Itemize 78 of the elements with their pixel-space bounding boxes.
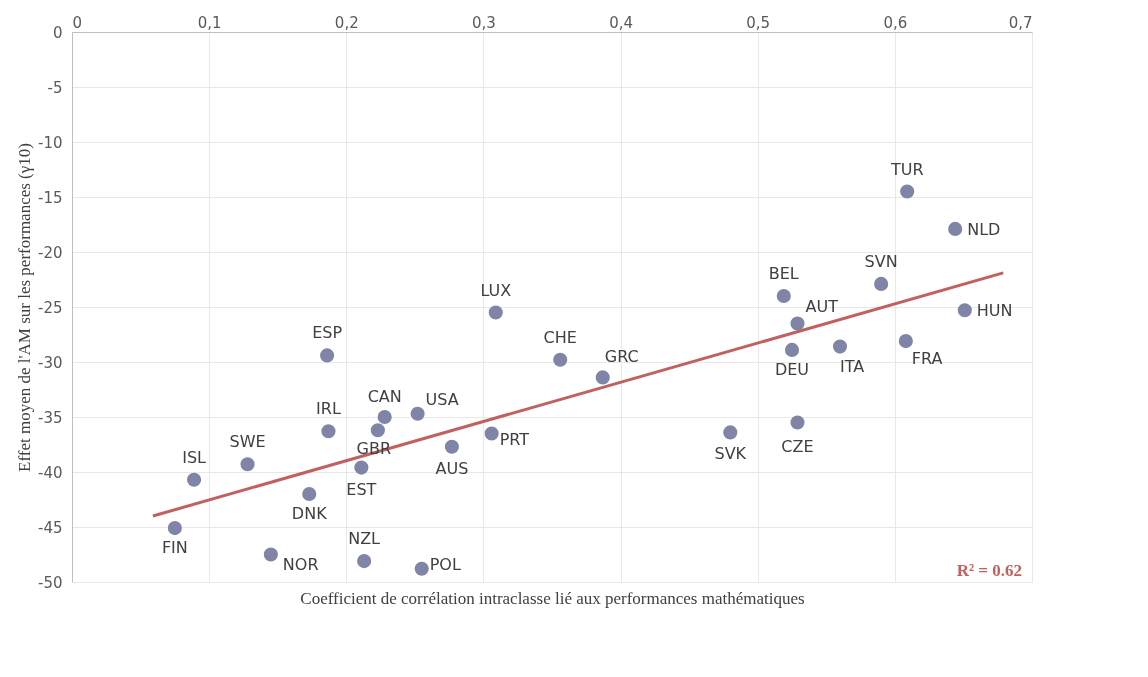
point [444,439,459,454]
y-tick-label: -5 [47,78,63,97]
annotation: BEL [768,264,799,283]
y-tick-label: -35 [38,408,63,427]
annotation: HUN [976,301,1013,321]
annotation: LUX [480,280,512,300]
x-tick-label: 0,3 [472,13,496,32]
point [898,334,913,349]
point [414,561,429,576]
x-tick-label: 0,2 [334,13,359,32]
annotation: CZE [781,436,814,456]
annotation: CAN [367,387,402,406]
y-tick-label: -50 [38,573,63,592]
point [370,423,385,438]
x-tick-label: 0,7 [1008,13,1033,32]
y-tick-label: -40 [38,463,63,482]
annotation: AUS [435,458,469,478]
annotation: AUT [805,296,839,316]
x-axis-title: Coefficient de corrélation intraclasse lié aux performances mathématiques [300,588,805,608]
point [357,554,372,569]
y-tick-label: -25 [38,298,63,317]
point [874,276,889,291]
annotation: ISL [182,447,207,467]
y-tick-label: -30 [38,353,63,372]
point [553,352,568,367]
point [186,472,202,487]
annotation: NZL [348,529,381,549]
annotation: R² = 0.62 [956,561,1022,580]
point [832,339,848,354]
y-tick-label: -10 [38,133,63,152]
y-tick-label: -15 [38,188,63,207]
x-tick-label: 0 [72,13,83,32]
point [900,184,915,199]
annotation: ITA [840,356,865,376]
y-axis-title: Effet moyen de l'AM sur les performances (γ10) [15,143,34,472]
point [377,409,392,425]
point [784,342,800,357]
point [790,316,805,331]
point [957,303,972,318]
point [354,460,369,475]
annotation: POL [429,554,461,574]
point [410,406,425,421]
point [263,547,278,562]
annotation: SVN [864,251,898,271]
point [790,415,805,430]
annotation: FIN [161,538,188,558]
annotation: SVK [714,444,747,464]
point [167,521,182,536]
point [321,424,336,439]
annotation: GRC [604,347,639,367]
x-tick-label: 0,4 [609,13,633,32]
annotation: ESP [312,323,343,343]
annotation: CHE [543,327,577,347]
point [320,348,335,363]
point [595,370,610,385]
annotation: EST [346,479,377,499]
x-tick-label: 0,1 [197,13,222,32]
point [484,426,499,441]
annotation: PRT [499,429,530,449]
y-tick-label: -45 [38,518,63,537]
x-tick-label: 0,5 [746,13,771,32]
point [776,288,791,304]
point [948,221,963,236]
y-tick-label: -20 [38,243,63,262]
point [240,457,255,472]
annotation: TUR [889,159,924,179]
point [302,486,317,502]
annotation: USA [425,389,459,409]
annotation: NOR [282,554,319,574]
annotation: FRA [911,349,943,369]
point [488,305,503,320]
annotation: DNK [291,504,328,523]
annotation: DEU [774,359,810,379]
point [723,425,738,440]
annotation: NLD [967,219,1001,239]
x-tick-label: 0,6 [883,13,908,32]
annotation: SWE [229,432,266,452]
annotation: IRL [316,399,341,419]
